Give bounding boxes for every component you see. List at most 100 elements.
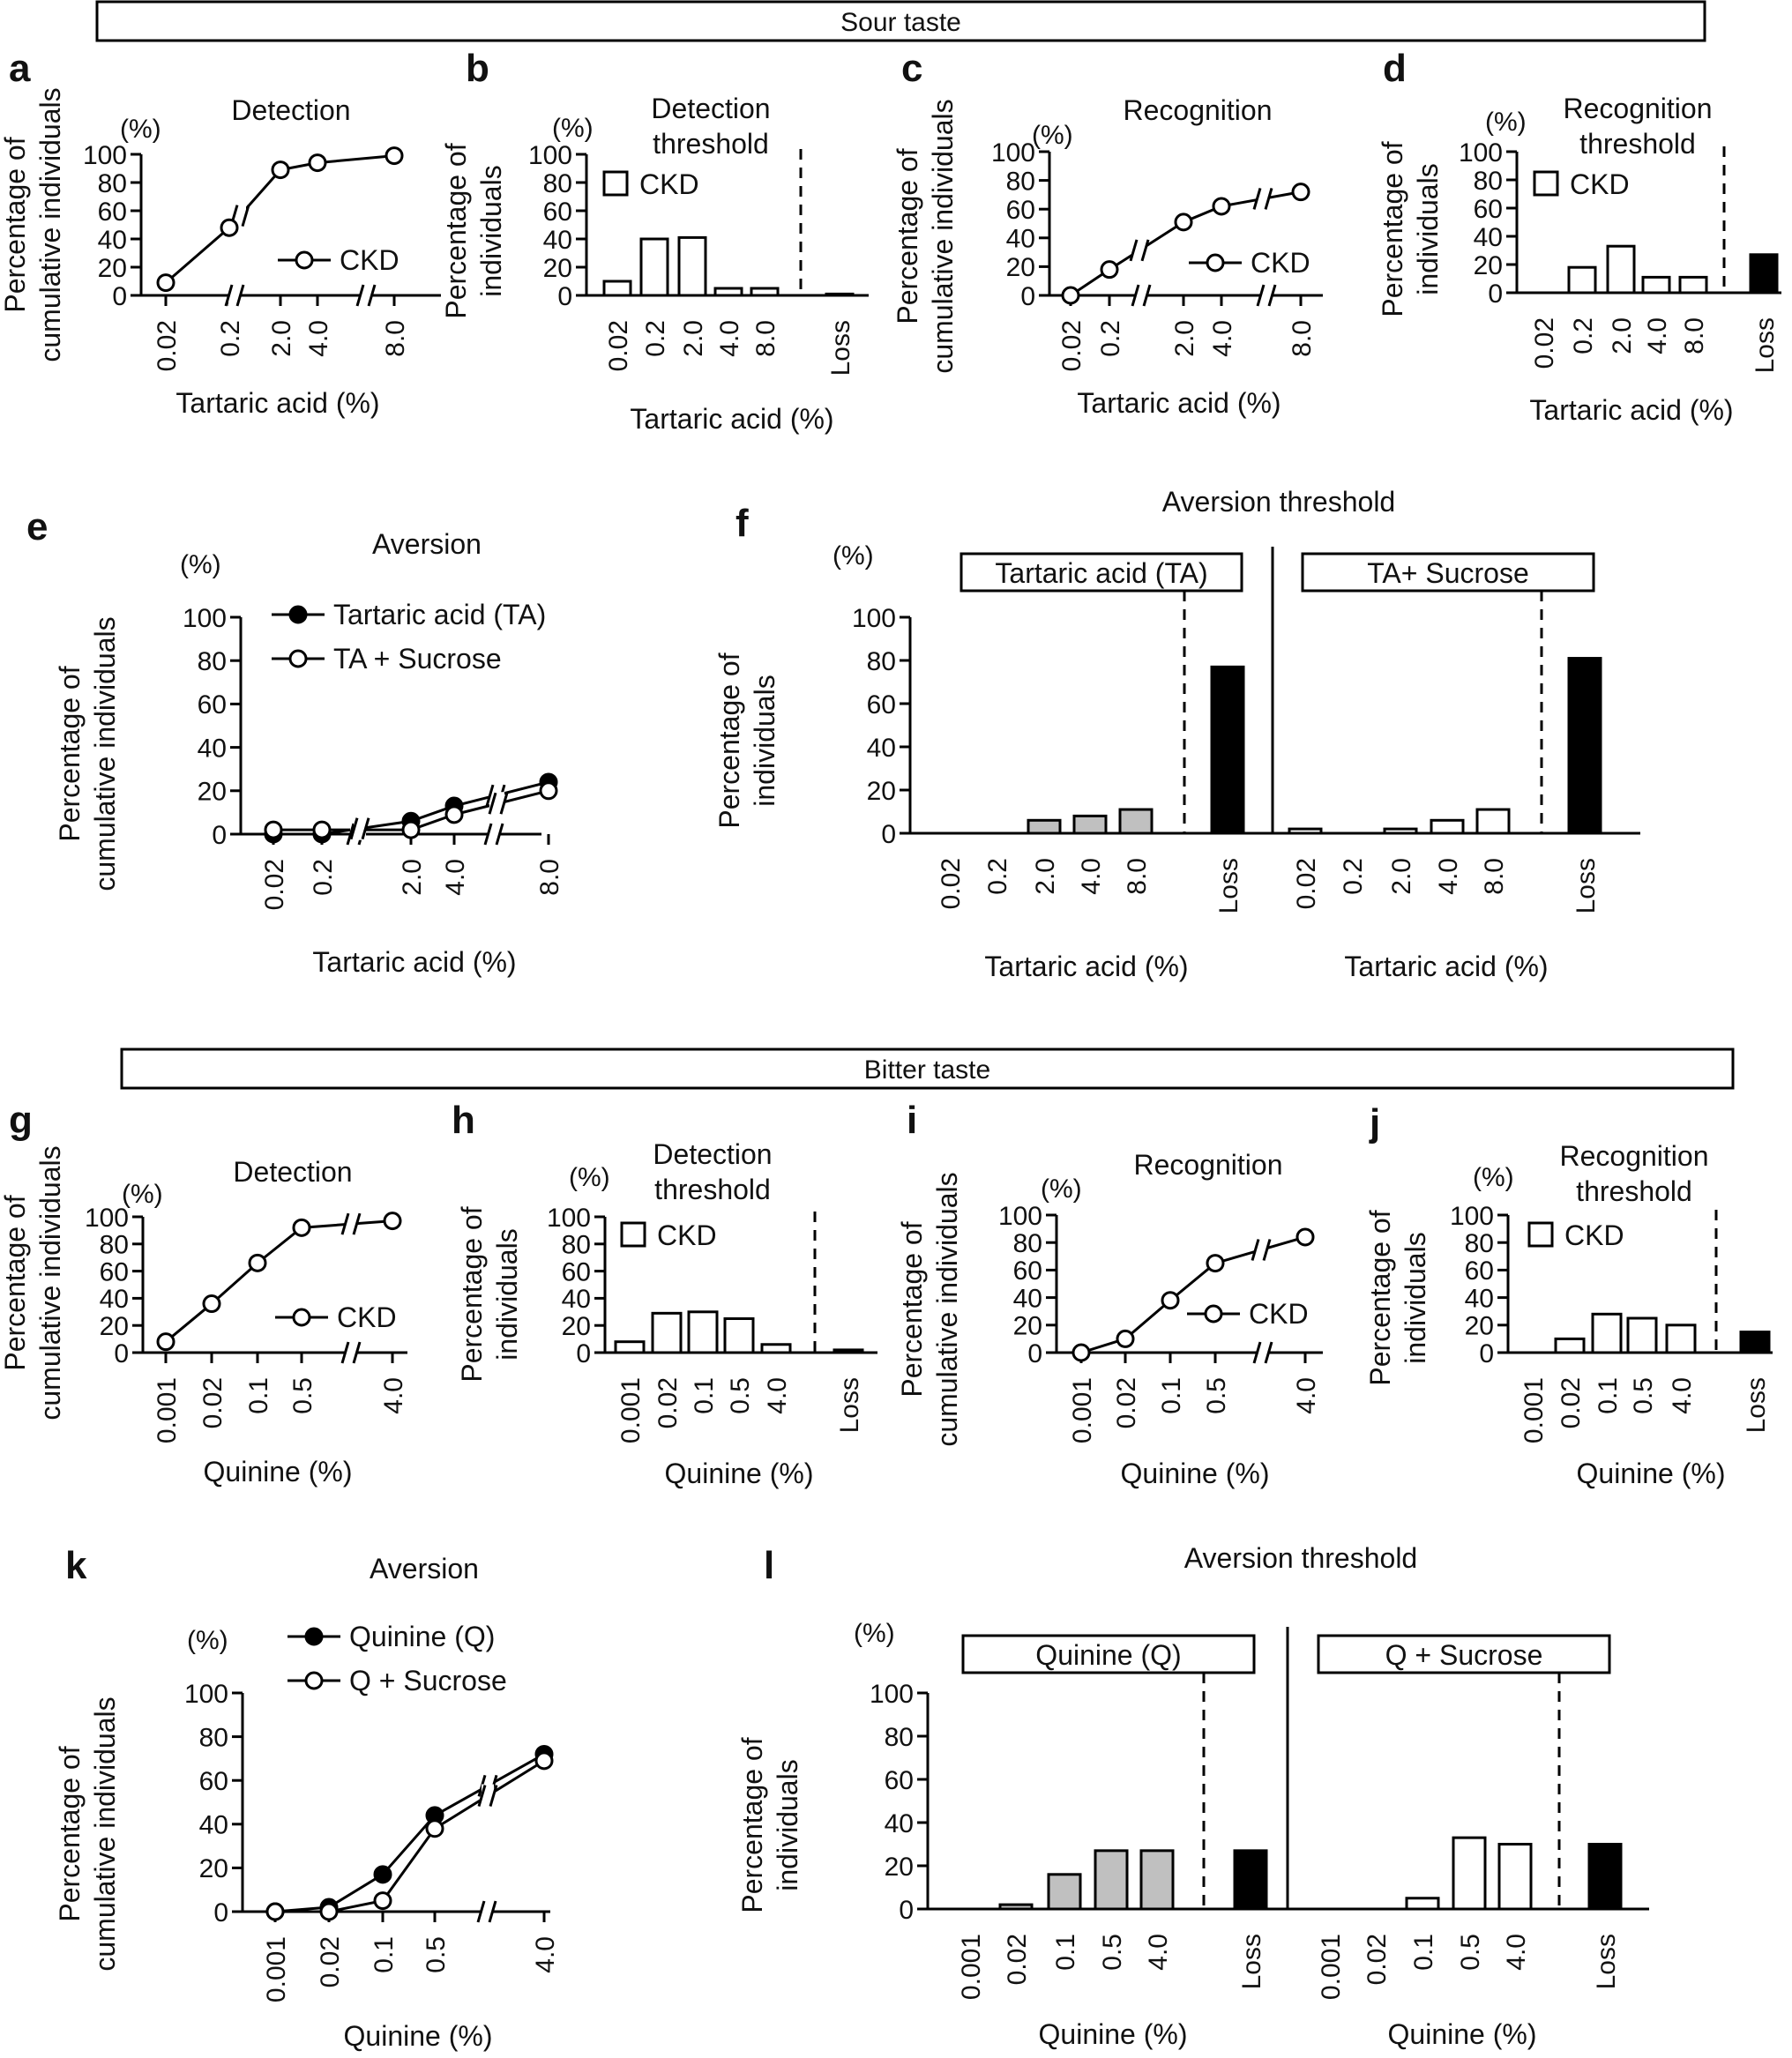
- panel-k-data-point: [425, 1819, 444, 1838]
- panel-e-data-point: [264, 820, 283, 839]
- panel-i-x-axis-break: [1252, 1341, 1273, 1364]
- panel-l-group-title: Q + Sucrose: [1385, 1639, 1543, 1671]
- panel-h-bar: [614, 1340, 646, 1354]
- panel-e-x-axis-break-stroke-2: [495, 823, 504, 846]
- panel-c-data-point: [1291, 183, 1310, 202]
- panel-b-title-line-1: Detection: [651, 93, 770, 124]
- panel-a-x-axis-break-stroke-2: [367, 284, 377, 307]
- panel-a-x-tick-label: 8.0: [381, 320, 410, 357]
- panel-f-bar: [1383, 827, 1418, 835]
- panel-a-data-point: [385, 146, 404, 166]
- panel-l-x-tick-label: 0.02: [1003, 1934, 1032, 1985]
- panel-k-legend-label: Quinine (Q): [349, 1621, 495, 1652]
- panel-a-y-tick-label: 80: [98, 169, 127, 198]
- panel-k-x-axis-break: [476, 1900, 497, 1923]
- panel-c-data-point: [1061, 286, 1080, 305]
- panel-f-group-title: TA+ Sucrose: [1367, 557, 1528, 589]
- panel-f-y-tick-label: 0: [881, 820, 896, 849]
- panel-j-bar: [1591, 1312, 1623, 1354]
- panel-c-data-point: [1100, 260, 1119, 280]
- panel-l-x-tick-label: 0.5: [1098, 1934, 1127, 1971]
- panel-c-letter: c: [901, 47, 922, 90]
- panel-f-unit-label: (%): [833, 541, 874, 570]
- panel-g-x-tick-label: 0.02: [198, 1377, 228, 1428]
- panel-g-y-tick-label: 60: [100, 1257, 129, 1286]
- panel-e-line-break-stroke-1: [488, 792, 497, 815]
- panel-d-title-line-1: Recognition: [1564, 93, 1713, 124]
- panel-b-y-tick-label: 100: [528, 141, 572, 170]
- panel-l-x-axis-label: Quinine (%): [1388, 2018, 1537, 2050]
- panel-i-y-tick-label: 60: [1013, 1256, 1042, 1286]
- panel-k-y-tick-label: 60: [199, 1767, 228, 1796]
- panel-a-y-axis-label-1: Percentage of: [0, 137, 31, 312]
- panel-e-y-tick-label: 100: [183, 604, 227, 633]
- panel-i-unit-label: (%): [1041, 1174, 1082, 1204]
- panel-f-bar: [1118, 808, 1154, 835]
- panel-f-y-tick-label: 80: [867, 647, 896, 676]
- panel-h-unit-label: (%): [569, 1163, 610, 1192]
- panel-l-x-tick-label: 0.02: [1363, 1934, 1392, 1985]
- panel-g-line-break-stroke-1: [340, 1212, 350, 1235]
- panel-k-line-break-stroke-1: [477, 1785, 487, 1807]
- panel-f-x-tick-label: 8.0: [1123, 858, 1152, 895]
- panel-k-unit-label: (%): [187, 1626, 228, 1655]
- panel-h-y-axis-label-2: individuals: [491, 1228, 523, 1360]
- panel-c-x-axis-break: [1256, 284, 1277, 307]
- panel-c-legend-marker: [1206, 253, 1225, 272]
- panel-e-x-axis-break-stroke-1: [483, 823, 493, 846]
- panel-l-y-axis-label-2: individuals: [772, 1759, 803, 1890]
- panel-c-x-axis-break-stroke-1: [1256, 284, 1266, 307]
- panel-i-x-tick-label: 0.1: [1157, 1377, 1186, 1414]
- panel-i-y-tick-label: 100: [998, 1202, 1042, 1231]
- panel-l-y-axis-label-1: Percentage of: [736, 1737, 768, 1913]
- panel-j-y-axis-label-2: individuals: [1400, 1232, 1431, 1363]
- panel-b-unit-label: (%): [552, 114, 594, 143]
- panel-i-legend-marker: [1204, 1304, 1223, 1324]
- panel-l-x-tick-label: Loss: [1237, 1934, 1266, 1989]
- panel-f-bar: [1288, 827, 1323, 835]
- panel-j-bar: [1665, 1324, 1697, 1354]
- panel-j-legend-swatch: [1527, 1221, 1554, 1248]
- panel-j-x-axis-label: Quinine (%): [1577, 1458, 1726, 1489]
- panel-g-letter: g: [9, 1099, 33, 1142]
- panel-c-y-tick-label: 20: [1006, 253, 1035, 282]
- panel-a-x-tick-label: 0.2: [216, 320, 245, 357]
- panel-k-y-tick-label: 20: [199, 1854, 228, 1883]
- panel-g-data-point: [292, 1218, 311, 1237]
- panel-f-group-title-box: [959, 552, 1243, 593]
- panel-c-line-break: [1252, 187, 1273, 211]
- panel-e-line-break-stroke-2: [361, 817, 370, 840]
- panel-j-bar: [1626, 1316, 1658, 1354]
- panel-f-x-tick-label: 2.0: [1031, 858, 1060, 895]
- panel-d-y-tick-label: 40: [1474, 223, 1503, 252]
- panel-a-unit-label: (%): [120, 115, 161, 144]
- panel-k-legend-marker: [304, 1627, 324, 1646]
- panel-j-x-tick-label: 0.02: [1557, 1377, 1586, 1428]
- panel-e-unit-label: (%): [180, 550, 221, 579]
- panel-l-x-axis-label: Quinine (%): [1039, 2018, 1188, 2050]
- panel-b-x-tick-label: 2.0: [679, 320, 708, 357]
- panel-k-y-tick-label: 40: [199, 1811, 228, 1840]
- panel-k-x-tick-label: 0.5: [422, 1936, 451, 1973]
- panel-d-y-tick-label: 80: [1474, 167, 1503, 196]
- panel-b-x-axis-label: Tartaric acid (%): [630, 403, 833, 435]
- panel-f-y-axis-label-2: individuals: [749, 675, 780, 806]
- panel-l-bar: [1587, 1843, 1623, 1911]
- panel-k-title: Aversion: [370, 1553, 479, 1585]
- panel-c-y-tick-label: 0: [1020, 282, 1035, 311]
- section-bitter-title: Bitter taste: [864, 1055, 990, 1085]
- panel-i-data-point: [1161, 1291, 1180, 1310]
- panel-g-x-tick-label: 0.1: [244, 1377, 273, 1414]
- panel-d-unit-label: (%): [1485, 108, 1527, 137]
- panel-f-x-axis-label: Tartaric acid (%): [1344, 951, 1548, 982]
- panel-g-x-tick-label: 0.001: [153, 1377, 182, 1443]
- panel-c-y-tick-label: 80: [1006, 167, 1035, 196]
- panel-d-x-axis-label: Tartaric acid (%): [1529, 394, 1733, 426]
- panel-c-unit-label: (%): [1032, 121, 1073, 150]
- panel-a-y-tick-label: 0: [112, 282, 127, 311]
- panel-f-x-tick-label: 4.0: [1434, 858, 1463, 895]
- panel-i-data-point: [1116, 1329, 1135, 1348]
- panel-l-y-tick-label: 80: [885, 1723, 914, 1752]
- panel-j-y-axis-label-1: Percentage of: [1364, 1210, 1396, 1385]
- panel-a-y-tick-label: 100: [83, 141, 127, 170]
